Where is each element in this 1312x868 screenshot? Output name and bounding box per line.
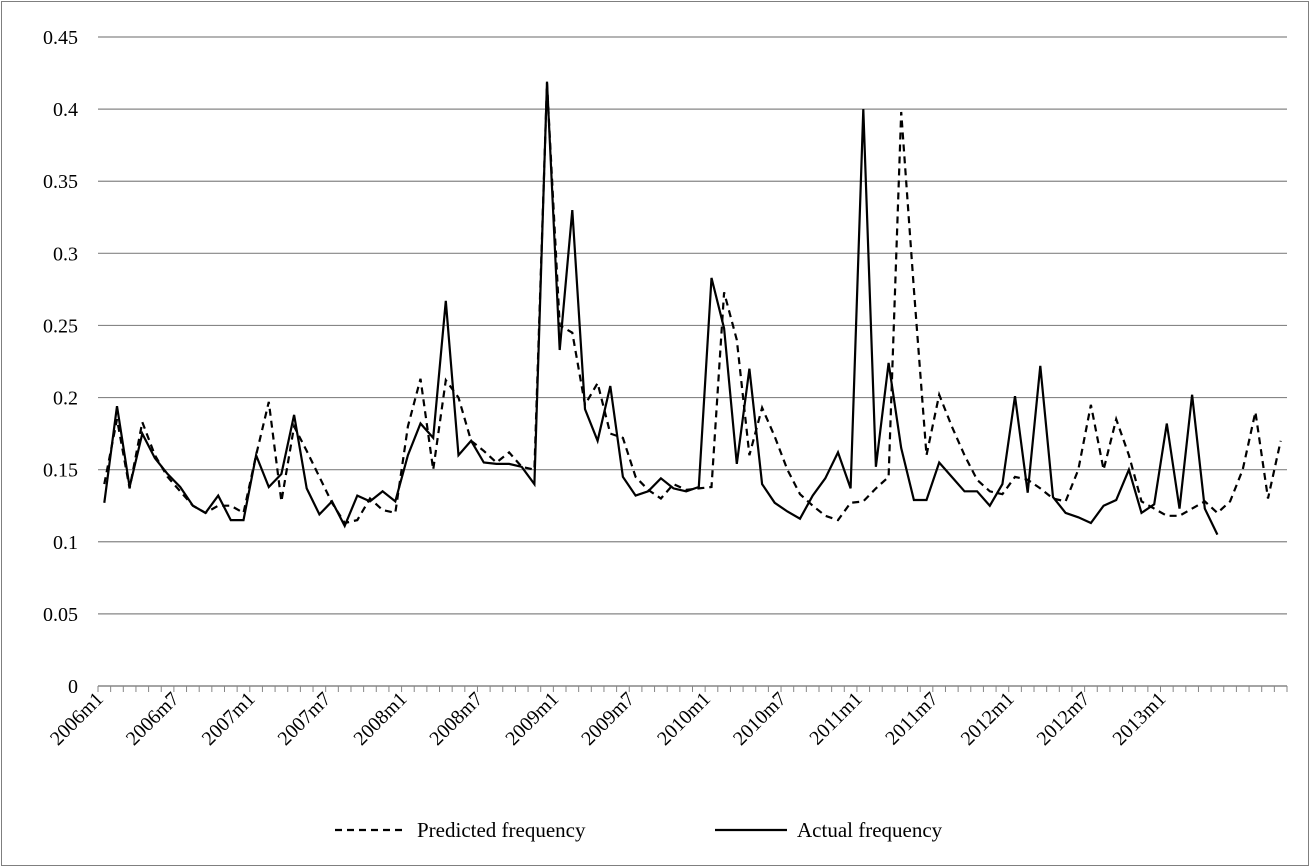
y-tick-label: 0.45 bbox=[43, 27, 78, 49]
y-tick-label: 0 bbox=[68, 676, 78, 698]
x-tick-label: 2007m7 bbox=[274, 688, 336, 750]
legend-label: Actual frequency bbox=[797, 818, 943, 842]
series-group bbox=[103, 81, 1282, 536]
x-tick-label: 2009m1 bbox=[501, 688, 563, 750]
x-tick-label: 2012m7 bbox=[1033, 688, 1095, 750]
x-tick-label: 2006m7 bbox=[122, 688, 184, 750]
y-tick-label: 0.25 bbox=[43, 315, 78, 337]
y-tick-label: 0.15 bbox=[43, 460, 78, 482]
x-tick-label: 2011m1 bbox=[805, 688, 866, 749]
x-tick-label: 2011m7 bbox=[881, 688, 942, 749]
x-tick-label: 2009m7 bbox=[577, 688, 639, 750]
y-tick-label: 0.3 bbox=[53, 243, 78, 265]
x-tick-label: 2010m7 bbox=[729, 688, 791, 750]
legend-label: Predicted frequency bbox=[417, 818, 586, 842]
series-line-actual-frequency bbox=[103, 81, 1219, 536]
y-tick-label: 0.2 bbox=[53, 388, 78, 410]
x-tick-label: 2012m1 bbox=[957, 688, 1019, 750]
y-tick-label: 0.35 bbox=[43, 171, 78, 193]
x-axis: 2006m1 2006m7 2007m1 2007m7 2008m1 2008m7 2009… bbox=[46, 685, 1288, 750]
x-tick-label: 2010m1 bbox=[653, 688, 715, 750]
y-axis: 0 0.05 0.1 0.15 0.2 0.25 0.3 0.35 0.4 0.45 bbox=[43, 27, 78, 698]
y-tick-label: 0.05 bbox=[43, 604, 78, 626]
x-tick-label: 2007m1 bbox=[198, 688, 260, 750]
y-tick-label: 0.4 bbox=[53, 99, 78, 121]
y-tick-label: 0.1 bbox=[53, 532, 78, 554]
x-tick-label: 2008m1 bbox=[350, 688, 412, 750]
series-line-predicted-frequency bbox=[103, 83, 1282, 525]
legend: Predicted frequency Actual frequency bbox=[335, 818, 943, 842]
gridlines bbox=[98, 36, 1287, 615]
x-tick-label: 2008m7 bbox=[425, 688, 487, 750]
x-tick-label: 2013m1 bbox=[1108, 688, 1170, 750]
